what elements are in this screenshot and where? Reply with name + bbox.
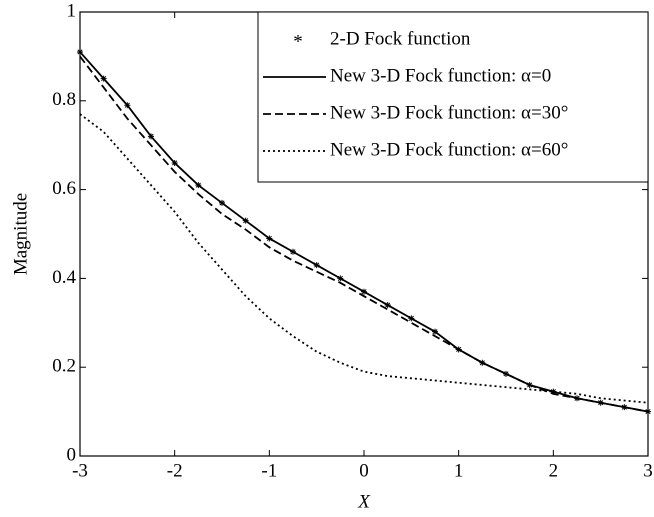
y-axis-label: Magnitude (10, 193, 31, 275)
y-tick-label: 0 (67, 444, 77, 465)
legend-label: New 3-D Fock function: α=0 (330, 65, 551, 86)
x-axis-label: X (357, 491, 371, 512)
series-line (79, 55, 649, 413)
y-tick-label: 1 (67, 0, 77, 21)
legend-label: 2-D Fock function (330, 28, 471, 49)
legend-label: New 3-D Fock function: α=30° (330, 102, 568, 123)
series-line (79, 113, 649, 404)
x-tick-label: -2 (167, 460, 183, 481)
series-line (79, 51, 649, 413)
y-tick-label: 0.8 (52, 89, 76, 110)
x-tick-label: 3 (643, 460, 653, 481)
y-tick-label: 0.4 (52, 267, 76, 288)
x-tick-label: 0 (359, 460, 369, 481)
y-tick-label: 0.2 (52, 356, 76, 377)
x-tick-label: 2 (549, 460, 559, 481)
legend-box (257, 11, 649, 183)
y-tick-label: 0.6 (52, 178, 76, 199)
legend-marker: * (293, 31, 303, 52)
x-tick-label: -1 (261, 460, 277, 481)
x-tick-label: -3 (72, 460, 88, 481)
legend-label: New 3-D Fock function: α=60° (330, 139, 568, 160)
x-tick-label: 1 (454, 460, 464, 481)
